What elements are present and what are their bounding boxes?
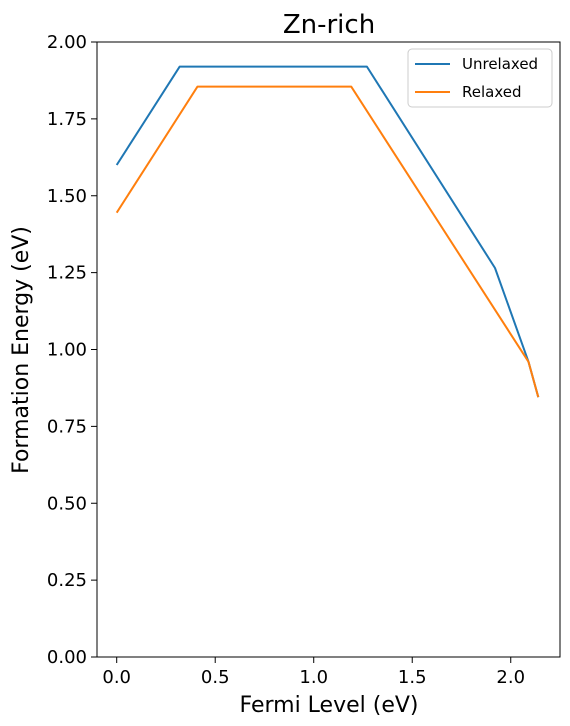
legend: Unrelaxed Relaxed (407, 48, 553, 108)
y-tick-label: 0.75 (47, 416, 87, 437)
x-axis-label: Fermi Level (eV) (240, 693, 419, 718)
y-tick-label: 1.00 (47, 340, 87, 361)
series-line-relaxed (115, 85, 540, 398)
y-tick-label: 0.50 (47, 493, 87, 514)
x-tick-label: 0.5 (201, 667, 230, 688)
series-line-unrelaxed (115, 65, 540, 398)
y-tick-label: 1.75 (47, 109, 87, 130)
legend-label-unrelaxed: Unrelaxed (462, 55, 538, 73)
y-axis-label: Formation Energy (eV) (9, 226, 34, 474)
y-tick-label: 1.25 (47, 263, 87, 284)
x-tick-label: 2.0 (496, 667, 525, 688)
plot-area (96, 41, 561, 658)
y-tick-label: 2.00 (47, 32, 87, 53)
legend-label-relaxed: Relaxed (462, 83, 522, 101)
y-tick-label: 0.00 (47, 647, 87, 668)
x-tick-label: 1.5 (398, 667, 427, 688)
series-layer (115, 65, 540, 398)
x-tick-label: 1.0 (299, 667, 328, 688)
chart-title: Zn-rich (283, 10, 375, 40)
y-tick-label: 1.50 (47, 186, 87, 207)
y-axis-ticks: 0.00 0.25 0.50 0.75 1.00 1.25 1.50 1.75 2.00 (47, 32, 97, 668)
x-axis-ticks: 0.0 0.5 1.0 1.5 2.0 (102, 657, 525, 688)
x-tick-label: 0.0 (102, 667, 131, 688)
y-tick-label: 0.25 (47, 570, 87, 591)
